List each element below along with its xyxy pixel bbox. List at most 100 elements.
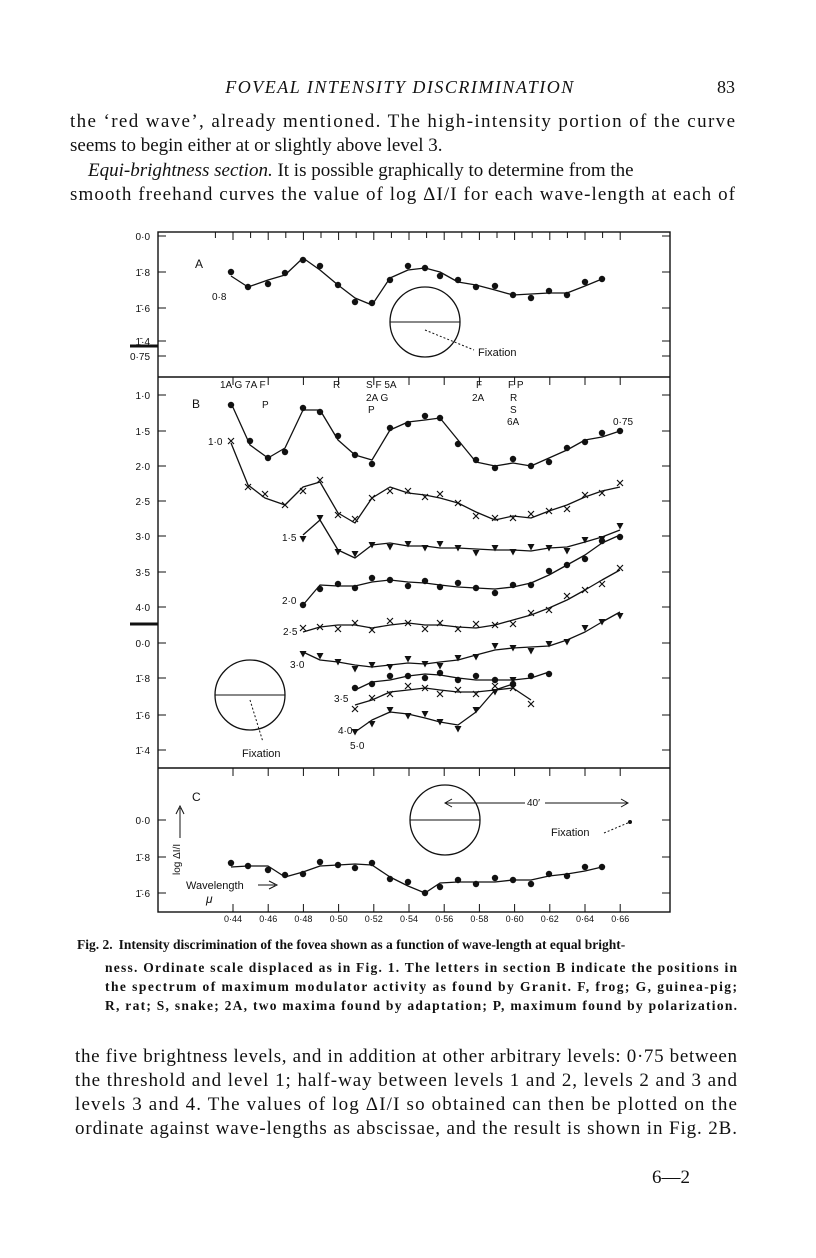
point: [598, 619, 606, 626]
point: [454, 276, 462, 284]
point: [454, 440, 462, 448]
point: [351, 729, 359, 736]
point: [386, 617, 394, 625]
point: [436, 541, 444, 548]
x-tick-label: 0·62: [541, 914, 559, 924]
y-tick-label: 0·0: [136, 816, 151, 827]
point: [545, 458, 553, 466]
point: [509, 645, 517, 652]
y-tick-label: 1̄·8: [136, 853, 151, 864]
point: [491, 621, 499, 629]
panel-label: B: [192, 397, 200, 411]
point: [616, 523, 624, 530]
point: [368, 721, 376, 728]
body-line: seems to begin either at or slightly abo…: [70, 135, 443, 156]
point: [545, 670, 553, 678]
point: [334, 625, 342, 633]
point: [404, 487, 412, 495]
curve: [354, 671, 550, 691]
y-tick-label: 1̄·4: [136, 746, 151, 757]
point: [404, 713, 412, 720]
y-tick-label: 0·0: [136, 232, 151, 243]
point: [472, 620, 480, 628]
point: [299, 404, 307, 412]
point: [527, 648, 535, 655]
point: [472, 456, 480, 464]
x-axis-label: Wavelength: [186, 880, 244, 892]
spectrum-label: S: [510, 405, 517, 416]
point: [454, 686, 462, 694]
point: [598, 429, 606, 437]
caption-line: the spectrum of maximum modulator activi…: [105, 979, 737, 994]
point: [351, 551, 359, 558]
spectrum-label: P: [368, 405, 375, 416]
point: [386, 664, 394, 671]
level-label: 1·0: [208, 437, 223, 448]
point: [264, 280, 272, 288]
point: [491, 282, 499, 290]
point: [421, 625, 429, 633]
point: [404, 541, 412, 548]
running-title: FOVEAL INTENSITY DISCRIMINATION: [224, 77, 575, 97]
point: [454, 545, 462, 552]
point: [581, 438, 589, 446]
figure: A 0·8 Fixation B Fixation C 40′ Fixation…: [130, 231, 671, 924]
point: [581, 863, 589, 871]
page-number: 83: [717, 77, 735, 97]
point: [509, 291, 517, 299]
caption-line: R, rat; S, snake; 2A, two maxima found b…: [105, 998, 737, 1013]
point: [598, 489, 606, 497]
point: [421, 711, 429, 718]
point: [351, 684, 359, 692]
point: [368, 542, 376, 549]
point: [246, 437, 254, 445]
point: [436, 883, 444, 891]
point: [616, 564, 624, 572]
point: [563, 548, 571, 555]
spectrum-label: 2A: [472, 393, 485, 404]
point: [334, 511, 342, 519]
figure-number: Fig. 2.: [77, 937, 113, 952]
y-tick-label: 2·5: [136, 497, 151, 508]
point: [368, 494, 376, 502]
point: [491, 689, 499, 696]
point: [472, 283, 480, 291]
fixation-label: Fixation: [478, 347, 517, 359]
point: [404, 582, 412, 590]
point: [334, 432, 342, 440]
curve: [230, 442, 621, 524]
point: [351, 298, 359, 306]
fixation-pointer: [424, 329, 475, 351]
curve: [302, 611, 621, 668]
point: [421, 264, 429, 272]
signature: 6—2: [652, 1167, 690, 1188]
point: [261, 490, 269, 498]
x-tick-label: 0·44: [224, 914, 242, 924]
curve-label: 0·8: [212, 292, 227, 303]
curve: [230, 257, 603, 306]
point: [334, 580, 342, 588]
point: [491, 643, 499, 650]
point: [527, 672, 535, 680]
point: [386, 672, 394, 680]
point: [404, 672, 412, 680]
point: [527, 581, 535, 589]
point: [436, 719, 444, 726]
point: [509, 581, 517, 589]
point: [404, 878, 412, 886]
body-line: the threshold and level 1; half-way betw…: [75, 1070, 738, 1091]
point: [227, 268, 235, 276]
point: [616, 613, 624, 620]
fixation-pointer: [603, 821, 631, 834]
point: [244, 283, 252, 291]
point: [386, 875, 394, 883]
point: [368, 299, 376, 307]
point: [404, 656, 412, 663]
arrowheads: [443, 798, 630, 808]
point: [616, 479, 624, 487]
point: [244, 862, 252, 870]
point: [545, 567, 553, 575]
point: [386, 576, 394, 584]
point: [404, 262, 412, 270]
point: [436, 663, 444, 670]
